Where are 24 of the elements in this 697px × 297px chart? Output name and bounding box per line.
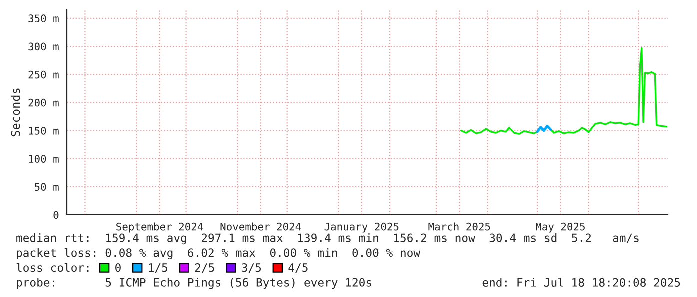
y-tick-label: 350 m — [28, 14, 59, 23]
x-tick-label: January 2025 — [324, 222, 399, 233]
legend-label: 1/5 — [149, 264, 168, 274]
legend-label: 4/5 — [288, 264, 308, 274]
legend-title: loss color: — [16, 263, 89, 272]
legend-label: 2/5 — [195, 264, 214, 274]
y-axis-title: Seconds — [11, 88, 20, 137]
y-tick-label: 50 m — [35, 183, 59, 192]
legend-label: 3/5 — [242, 264, 262, 274]
x-tick-label: November 2024 — [220, 222, 302, 231]
y-tick-label: 100 m — [29, 155, 59, 163]
text: probe: 5 ICMP Echo Pings (56 Bytes) every 120s — [17, 278, 372, 290]
legend-label: 0 — [116, 264, 121, 272]
y-tick-label: 300 m — [28, 42, 59, 51]
y-tick-label: 250 m — [28, 70, 59, 79]
y-tick-label: 150 m — [29, 127, 59, 135]
text: packet loss: 0.08 % avg 6.02 % max 0.00 % min 0.00 % now — [17, 248, 421, 260]
x-tick-label: May 2025 — [536, 222, 585, 233]
x-tick-label: March 2025 — [428, 222, 490, 231]
x-tick-label: September 2024 — [116, 222, 204, 233]
text: median rtt: 159.4 ms avg 297.1 ms max 139.4 ms min 156.2 ms now 30.4 ms sd 5.2 am/s — [16, 234, 639, 245]
y-tick-label: 0 — [54, 211, 59, 220]
text: end: Fri Jul 18 18:20:08 2025 — [482, 278, 680, 287]
y-tick-label: 200 m — [28, 98, 59, 107]
